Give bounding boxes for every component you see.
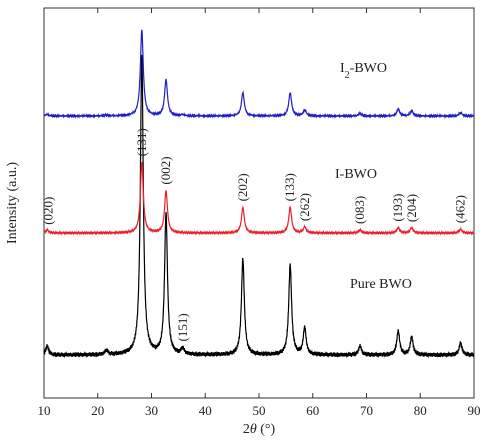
peak-annotation: (193) xyxy=(390,193,405,221)
series-label: I2-BWO xyxy=(340,61,387,81)
y-axis-label: Intensity (a.u.) xyxy=(5,162,20,244)
x-tick-label: 50 xyxy=(253,403,266,418)
series-line-pure-bwo xyxy=(43,54,475,359)
series-labels: Pure BWO I-BWO I2-BWO xyxy=(335,61,412,292)
series-label: Pure BWO xyxy=(350,277,412,292)
peak-annotation: (131) xyxy=(134,128,149,156)
x-tick-label: 10 xyxy=(38,403,51,418)
peak-annotation: (204) xyxy=(404,194,419,222)
x-tick-label: 20 xyxy=(91,403,104,418)
series-label: I-BWO xyxy=(335,167,377,182)
series-line-i-bwo xyxy=(43,161,475,236)
x-tick-label: 30 xyxy=(145,403,158,418)
peak-annotation: (133) xyxy=(282,173,297,201)
x-ticks: 10 20 30 40 50 60 70 80 90 xyxy=(38,8,481,418)
peak-annotation: (462) xyxy=(453,195,468,223)
x-tick-label: 70 xyxy=(360,403,373,418)
x-tick-label: 60 xyxy=(306,403,319,418)
series-line-i2-bwo xyxy=(43,29,475,119)
peak-annotation: (262) xyxy=(297,193,312,221)
peak-annotation: (083) xyxy=(352,196,367,224)
peak-annotation: (020) xyxy=(40,197,55,225)
x-axis-label: 2θ (°) xyxy=(243,422,276,437)
series-layer xyxy=(43,29,475,359)
x-tick-label: 90 xyxy=(468,403,481,418)
x-tick-label: 40 xyxy=(199,403,212,418)
peak-annotations: (020) (131) (002) (202) (133)(262) (083) (193)… xyxy=(40,128,467,341)
peak-annotation: (002) xyxy=(158,156,173,184)
peak-annotation: (202) xyxy=(235,173,250,201)
peak-annotation: (151) xyxy=(175,313,190,341)
x-tick-label: 80 xyxy=(414,403,427,418)
